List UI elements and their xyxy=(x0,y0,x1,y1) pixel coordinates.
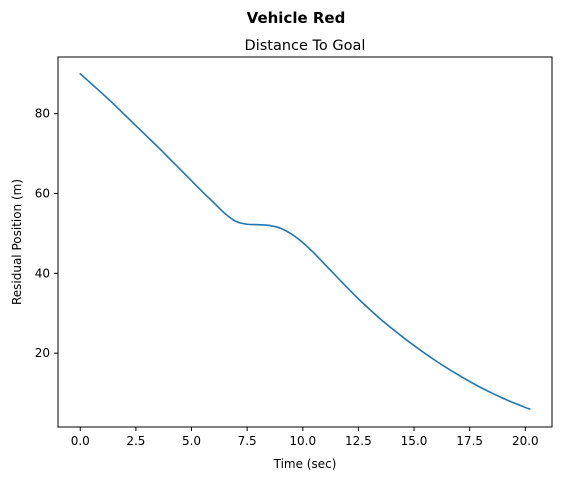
y-tick-label: 80 xyxy=(35,107,50,121)
plot-frame xyxy=(57,56,553,428)
x-tick-label: 5.0 xyxy=(182,434,201,448)
x-tick-label: 17.5 xyxy=(456,434,483,448)
x-tick-label: 7.5 xyxy=(238,434,257,448)
x-tick-label: 10.0 xyxy=(289,434,316,448)
x-tick-label: 15.0 xyxy=(401,434,428,448)
x-tick-label: 20.0 xyxy=(512,434,539,448)
x-tick-label: 2.5 xyxy=(126,434,145,448)
x-tick-label: 12.5 xyxy=(345,434,372,448)
series-line xyxy=(79,72,531,410)
y-axis-label: Residual Position (m) xyxy=(10,179,24,305)
y-tick-label: 60 xyxy=(35,187,50,201)
x-axis-label: Time (sec) xyxy=(273,457,337,471)
y-tick-label: 20 xyxy=(35,346,50,360)
x-tick-label: 0.0 xyxy=(71,434,90,448)
y-axis-ticks: 20 40 60 80 xyxy=(35,107,58,360)
suptitle: Vehicle Red xyxy=(247,9,346,27)
chart-title: Distance To Goal xyxy=(245,38,366,54)
y-tick-label: 40 xyxy=(35,266,50,280)
x-axis-ticks: 0.0 2.5 5.0 7.5 10.0 12.5 15.0 17.5 20.0 xyxy=(71,427,539,448)
